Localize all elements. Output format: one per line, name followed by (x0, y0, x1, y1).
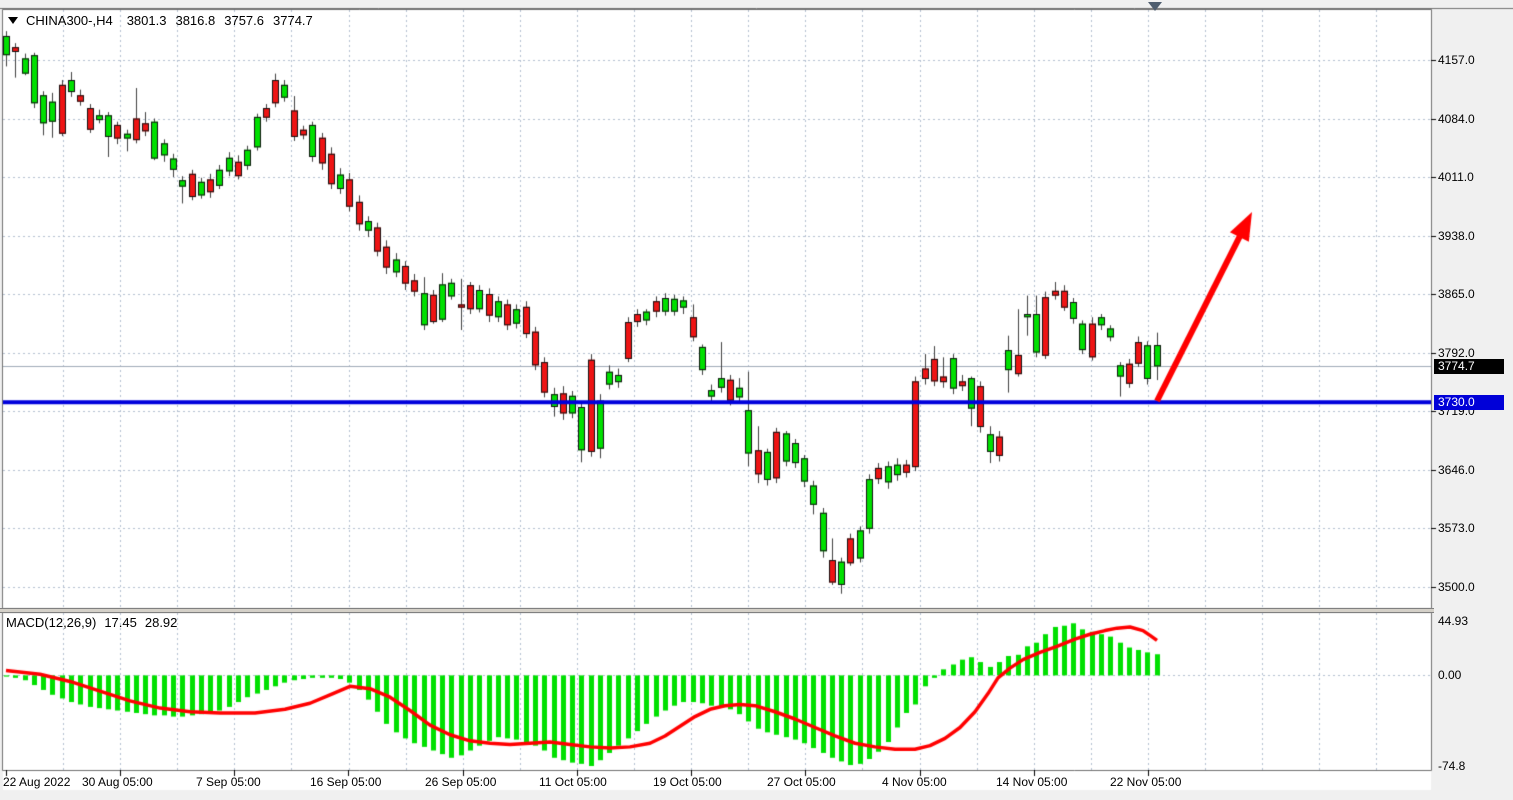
price-tick-label: 4084.0 (1438, 111, 1475, 126)
price-tick-label: 4011.0 (1438, 170, 1474, 184)
ohlc-open: 3801.3 (126, 13, 167, 28)
time-tick-label: 7 Sep 05:00 (196, 775, 261, 789)
time-tick-label: 16 Sep 05:00 (310, 775, 382, 789)
macd-name: MACD(12,26,9) (6, 615, 97, 630)
price-tick-label: 3792.0 (1438, 345, 1475, 360)
price-tick-label: 3500.0 (1438, 579, 1475, 594)
current-price-tag: 3774.7 (1434, 359, 1504, 375)
macd-tick-label: 44.93 (1438, 613, 1469, 628)
ohlc-high: 3816.8 (175, 13, 216, 28)
ohlc-readout: 3801.3 3816.8 3757.6 3774.7 (127, 13, 313, 28)
symbol-dropdown-icon[interactable] (8, 17, 18, 24)
price-tick-label: 4157.0 (1438, 53, 1475, 67)
macd-indicator-label: MACD(12,26,9) 17.45 28.92 (6, 615, 177, 630)
price-tick-label: 3938.0 (1438, 228, 1475, 243)
time-tick-label: 4 Nov 05:00 (882, 775, 947, 789)
chart-header: CHINA300-,H4 3801.3 3816.8 3757.6 3774.7 (8, 13, 313, 28)
ohlc-low: 3757.6 (224, 13, 264, 28)
time-tick-label: 22 Nov 05:00 (1110, 775, 1182, 789)
time-tick-label: 27 Oct 05:00 (767, 775, 836, 789)
time-tick-label: 30 Aug 05:00 (82, 775, 153, 789)
price-tick-label: 3865.0 (1438, 287, 1475, 301)
scroll-to-end-marker-icon[interactable] (1148, 2, 1162, 11)
ohlc-close: 3774.7 (273, 13, 313, 28)
macd-tick-label: 0.00 (1438, 668, 1462, 683)
macd-signal-value: 28.92 (144, 615, 178, 630)
price-tick-label: 3573.0 (1438, 521, 1475, 536)
time-tick-label: 26 Sep 05:00 (425, 775, 497, 789)
time-tick-label: 11 Oct 05:00 (539, 775, 607, 789)
macd-main-value: 17.45 (104, 615, 137, 630)
support-price-tag: 3730.0 (1434, 395, 1504, 411)
pane-divider[interactable] (0, 608, 1434, 613)
symbol-label: CHINA300-,H4 (26, 13, 113, 28)
time-tick-label: 22 Aug 2022 (3, 775, 71, 789)
time-tick-label: 19 Oct 05:00 (653, 775, 722, 789)
time-tick-label: 14 Nov 05:00 (996, 775, 1068, 789)
price-tick-label: 3646.0 (1438, 462, 1475, 477)
macd-tick-label: -74.8 (1438, 759, 1466, 773)
